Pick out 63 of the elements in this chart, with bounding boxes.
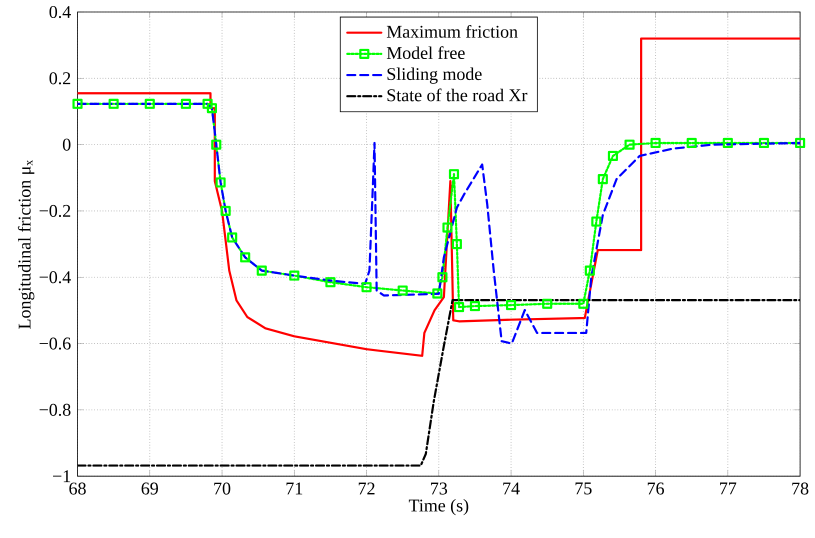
x-tick-label: 73: [431, 482, 448, 495]
point: [325, 277, 336, 288]
point: [144, 98, 155, 110]
point: [202, 98, 213, 110]
legend-label: Model free: [386, 46, 465, 60]
point: [608, 150, 618, 162]
point: [758, 138, 770, 148]
point: [650, 138, 661, 148]
legend-label: State of the road Xr: [388, 88, 528, 102]
x-tick-label: 70: [214, 482, 230, 495]
point: [289, 270, 300, 281]
y-tick-label: −0.2: [40, 204, 70, 218]
point: [216, 177, 226, 188]
point: [795, 138, 806, 148]
x-tick-label: 72: [358, 482, 374, 494]
point: [256, 266, 267, 276]
point: [398, 286, 408, 296]
point: [180, 98, 191, 110]
x-tick-label: 76: [648, 482, 664, 495]
x-tick-label: 77: [720, 482, 736, 494]
x-tick-label: 68: [69, 482, 86, 495]
point: [624, 140, 635, 150]
legend-label: Maximum friction: [386, 25, 518, 38]
point: [470, 301, 480, 312]
point: [454, 302, 464, 312]
point: [432, 288, 442, 299]
point: [686, 138, 697, 148]
point: [437, 272, 448, 282]
point: [240, 252, 250, 263]
point: [722, 138, 733, 148]
point: [361, 282, 372, 292]
point: [442, 222, 453, 233]
point: [584, 266, 595, 276]
point: [542, 298, 552, 309]
y-tick-label: −1: [53, 470, 70, 482]
y-tick-label: 0: [62, 138, 70, 151]
y-tick-label: −0.4: [40, 271, 71, 284]
x-tick-label: 74: [503, 482, 520, 494]
point: [227, 232, 238, 243]
point: [206, 103, 217, 114]
point: [591, 216, 602, 227]
point: [506, 300, 516, 310]
point: [72, 98, 83, 110]
point: [452, 239, 462, 250]
point: [108, 98, 119, 110]
x-tick-label: 75: [576, 482, 592, 495]
x-tick-label: 78: [792, 482, 808, 495]
point: [448, 169, 460, 180]
y-tick-label: −0.8: [40, 404, 70, 416]
y-axis-title: Longitudinal friction μ$_{x}$: [18, 160, 34, 329]
x-tick-label: 71: [286, 482, 302, 494]
line-series: [78, 38, 800, 358]
y-tick-label: 0.4: [49, 6, 71, 18]
point: [578, 298, 588, 309]
point: [211, 140, 222, 150]
x-tick-label: 69: [142, 482, 158, 495]
y-tick-label: 0.2: [49, 72, 70, 84]
line-series: [78, 102, 800, 345]
legend-label: Sliding mode: [388, 68, 482, 84]
point: [220, 206, 231, 216]
x-axis-title: Time (s): [408, 499, 468, 516]
y-tick-label: −0.6: [40, 338, 71, 350]
point: [598, 174, 608, 184]
